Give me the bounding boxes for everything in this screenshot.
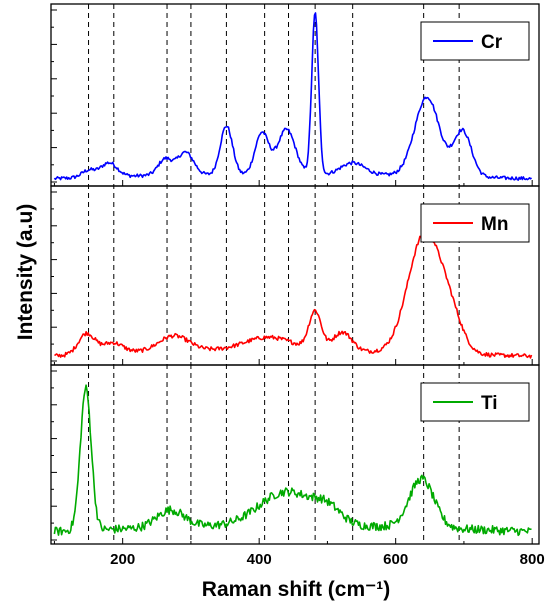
legends: Cr Mn Ti <box>420 21 530 422</box>
reference-lines <box>88 4 460 544</box>
y-axis-title: Intensity (a.u) <box>14 204 37 341</box>
legend-label-cr: Cr <box>481 32 503 53</box>
panel-frame <box>50 364 540 545</box>
series-line-mn <box>54 230 533 359</box>
legend-label-ti: Ti <box>481 393 498 414</box>
x-tick-label: 800 <box>520 551 545 568</box>
series-line-ti <box>53 384 532 537</box>
axis-ticks: 200 400 600 800 <box>51 9 545 568</box>
x-tick-label: 400 <box>247 551 272 568</box>
x-tick-label: 600 <box>383 551 408 568</box>
x-axis-title: Raman shift (cm⁻¹) <box>202 578 390 601</box>
x-tick-label: 200 <box>110 551 135 568</box>
panel-frames <box>50 3 540 545</box>
legend-label-mn: Mn <box>481 214 508 235</box>
series-line-cr <box>53 12 533 181</box>
spectra-lines <box>53 12 533 537</box>
